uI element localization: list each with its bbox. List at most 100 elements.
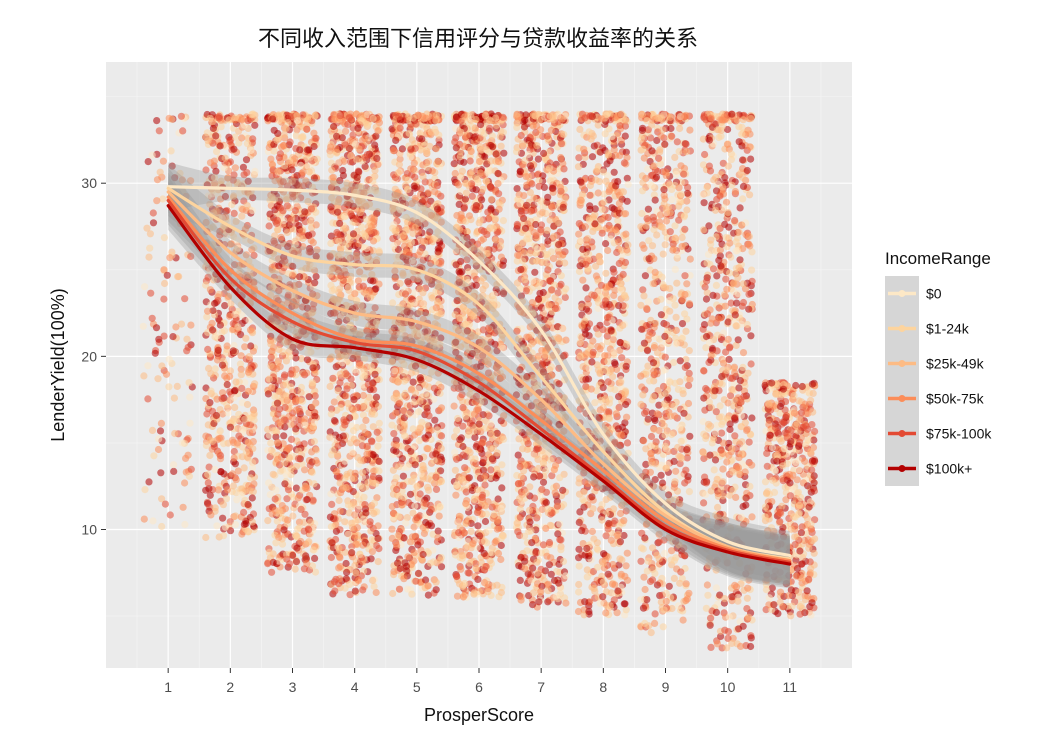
data-point	[241, 415, 249, 423]
data-point	[326, 151, 334, 159]
data-point	[453, 455, 461, 463]
data-point	[337, 404, 345, 412]
data-point	[237, 301, 245, 309]
data-point	[500, 149, 508, 157]
data-point	[216, 452, 225, 460]
data-point	[331, 587, 339, 595]
data-point	[362, 416, 370, 424]
data-point	[185, 472, 193, 480]
data-point	[389, 147, 397, 155]
data-point	[268, 256, 276, 264]
data-point	[338, 359, 346, 367]
data-point	[336, 554, 344, 562]
data-point	[419, 172, 427, 180]
data-point	[470, 133, 478, 141]
data-point	[293, 437, 301, 445]
data-point	[139, 322, 147, 330]
data-point	[145, 253, 153, 261]
data-point	[241, 343, 249, 351]
data-point	[234, 467, 242, 475]
data-point	[432, 578, 440, 586]
data-point	[211, 365, 219, 373]
data-point	[430, 384, 439, 392]
data-point	[495, 205, 503, 213]
data-point	[422, 518, 430, 527]
data-point	[221, 154, 229, 162]
data-point	[268, 315, 276, 323]
data-point	[249, 459, 257, 467]
data-point	[374, 522, 382, 530]
data-point	[349, 230, 358, 238]
data-point	[330, 417, 339, 425]
data-point	[156, 168, 164, 176]
data-point	[310, 418, 318, 426]
data-point	[268, 384, 276, 392]
data-point	[337, 489, 345, 497]
data-point	[204, 470, 212, 479]
data-point	[305, 248, 313, 256]
data-point	[497, 504, 505, 513]
data-point	[230, 454, 238, 462]
data-point	[336, 219, 344, 227]
data-point	[481, 112, 490, 120]
data-point	[487, 184, 495, 192]
data-point	[291, 329, 300, 338]
data-point	[355, 283, 363, 291]
data-point	[351, 587, 359, 595]
data-point	[307, 518, 315, 526]
data-point	[492, 150, 500, 158]
data-point	[161, 279, 169, 288]
data-point	[361, 372, 369, 380]
data-point	[486, 124, 494, 132]
data-point	[370, 467, 378, 475]
data-point	[419, 112, 427, 121]
data-point	[427, 506, 435, 514]
data-point	[498, 484, 506, 492]
data-point	[153, 117, 161, 125]
data-point	[470, 495, 478, 503]
data-point	[457, 128, 465, 136]
data-point	[267, 284, 275, 292]
data-point	[361, 135, 369, 143]
data-point	[292, 462, 301, 470]
data-point	[148, 151, 156, 159]
data-point	[373, 494, 381, 502]
data-point	[342, 127, 350, 135]
data-point	[435, 512, 443, 520]
data-point	[493, 525, 501, 533]
data-point	[362, 290, 370, 298]
data-point	[375, 474, 383, 482]
data-point	[224, 174, 232, 182]
data-point	[335, 496, 343, 505]
data-point	[242, 520, 250, 528]
data-point	[340, 157, 348, 165]
data-point	[221, 302, 229, 310]
data-point	[167, 147, 175, 155]
data-point	[230, 145, 238, 153]
data-point	[152, 324, 161, 332]
data-point	[160, 295, 168, 303]
data-point	[286, 323, 295, 332]
data-point	[158, 522, 166, 531]
data-point	[172, 323, 180, 331]
data-point	[242, 251, 250, 259]
data-point	[487, 117, 495, 125]
data-point	[204, 273, 212, 281]
data-point	[352, 251, 360, 260]
data-point	[312, 252, 320, 260]
data-point	[415, 437, 423, 445]
data-point	[169, 333, 177, 341]
data-point	[472, 115, 480, 124]
data-point	[420, 142, 428, 150]
data-point	[416, 374, 424, 382]
data-point	[270, 147, 278, 155]
data-point	[497, 588, 505, 597]
data-point	[332, 527, 340, 535]
data-point	[280, 142, 288, 150]
data-point	[251, 167, 259, 175]
data-point	[475, 420, 483, 428]
data-point	[451, 466, 459, 474]
data-point	[177, 320, 186, 328]
data-point	[344, 120, 352, 128]
data-point	[237, 491, 245, 499]
